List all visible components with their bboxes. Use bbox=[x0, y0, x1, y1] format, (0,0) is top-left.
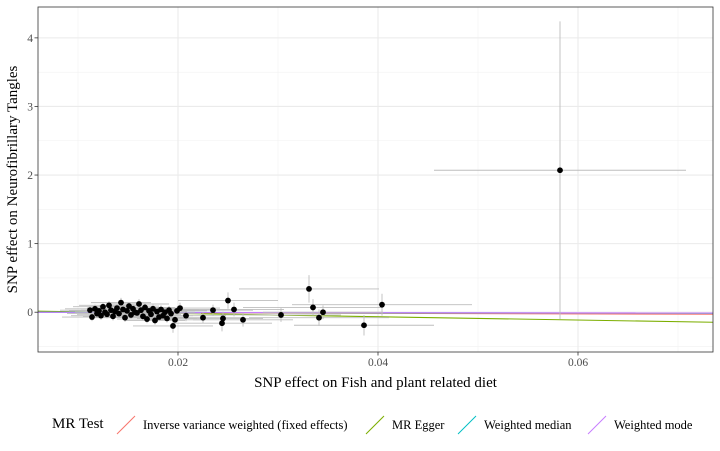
y-tick-label: 4 bbox=[27, 33, 33, 45]
data-point bbox=[136, 301, 142, 307]
plot-panel-background bbox=[38, 7, 713, 352]
data-point bbox=[100, 303, 106, 310]
plot-panel-border bbox=[37, 6, 714, 353]
data-point bbox=[110, 313, 116, 320]
y-tick-label: 3 bbox=[27, 101, 33, 113]
y-tick-label: 0 bbox=[27, 307, 33, 319]
data-point bbox=[231, 306, 237, 313]
legend-label-ivw: Inverse variance weighted (fixed effects… bbox=[143, 418, 348, 432]
legend-key-ivw bbox=[116, 415, 136, 435]
data-point bbox=[219, 320, 225, 327]
data-point bbox=[168, 310, 174, 317]
legend-key-weighted-median bbox=[457, 415, 477, 435]
data-point bbox=[172, 316, 178, 323]
data-point bbox=[210, 307, 216, 314]
data-point bbox=[118, 299, 124, 306]
y-tick-label: 2 bbox=[27, 170, 33, 182]
x-tick-label: 0.04 bbox=[368, 357, 388, 369]
data-point bbox=[96, 307, 102, 314]
data-point bbox=[183, 312, 189, 319]
data-points bbox=[87, 167, 563, 329]
legend-label-weighted-median: Weighted median bbox=[484, 418, 572, 432]
data-point bbox=[225, 297, 231, 304]
y-axis-label: SNP effect on Neurofibrillary Tangles bbox=[5, 65, 21, 293]
data-point bbox=[306, 285, 312, 292]
data-point bbox=[104, 311, 110, 318]
x-tick-label: 0.02 bbox=[168, 357, 188, 369]
data-point bbox=[148, 311, 154, 318]
data-point bbox=[379, 301, 385, 308]
data-point bbox=[557, 167, 563, 174]
data-point bbox=[320, 309, 326, 316]
x-axis-label: SNP effect on Fish and plant related die… bbox=[254, 375, 498, 391]
data-point bbox=[114, 305, 120, 312]
legend-label-mr-egger: MR Egger bbox=[392, 418, 445, 432]
legend-title: MR Test bbox=[52, 416, 104, 432]
data-point bbox=[361, 322, 367, 329]
data-point bbox=[124, 307, 130, 314]
data-point bbox=[116, 310, 122, 317]
legend-key-weighted-mode bbox=[587, 415, 607, 435]
x-tick-label: 0.06 bbox=[568, 357, 588, 369]
legend-label-weighted-mode: Weighted mode bbox=[614, 418, 693, 432]
data-point bbox=[170, 323, 176, 329]
legend-key-mr-egger bbox=[365, 415, 385, 435]
data-point bbox=[106, 302, 112, 309]
data-point bbox=[164, 315, 170, 322]
data-point bbox=[122, 314, 128, 321]
data-point bbox=[220, 315, 226, 322]
legend: MR Test Inverse variance weighted (fixed… bbox=[0, 412, 720, 438]
y-tick-label: 1 bbox=[27, 239, 33, 251]
data-point bbox=[278, 312, 284, 318]
axes: 0.02 0.04 0.06 0 1 2 3 4 bbox=[27, 33, 588, 369]
data-point bbox=[87, 307, 93, 314]
data-point bbox=[240, 316, 246, 323]
scatter-plot: 0.02 0.04 0.06 0 1 2 3 4 SNP effect on Fish and… bbox=[5, 6, 714, 391]
data-point bbox=[144, 316, 150, 322]
data-point bbox=[200, 314, 206, 321]
data-point bbox=[89, 314, 95, 320]
data-point bbox=[152, 317, 158, 324]
data-point bbox=[174, 307, 180, 314]
data-point bbox=[142, 304, 148, 311]
data-point bbox=[98, 312, 104, 319]
data-point bbox=[310, 304, 316, 311]
data-point bbox=[316, 314, 322, 321]
